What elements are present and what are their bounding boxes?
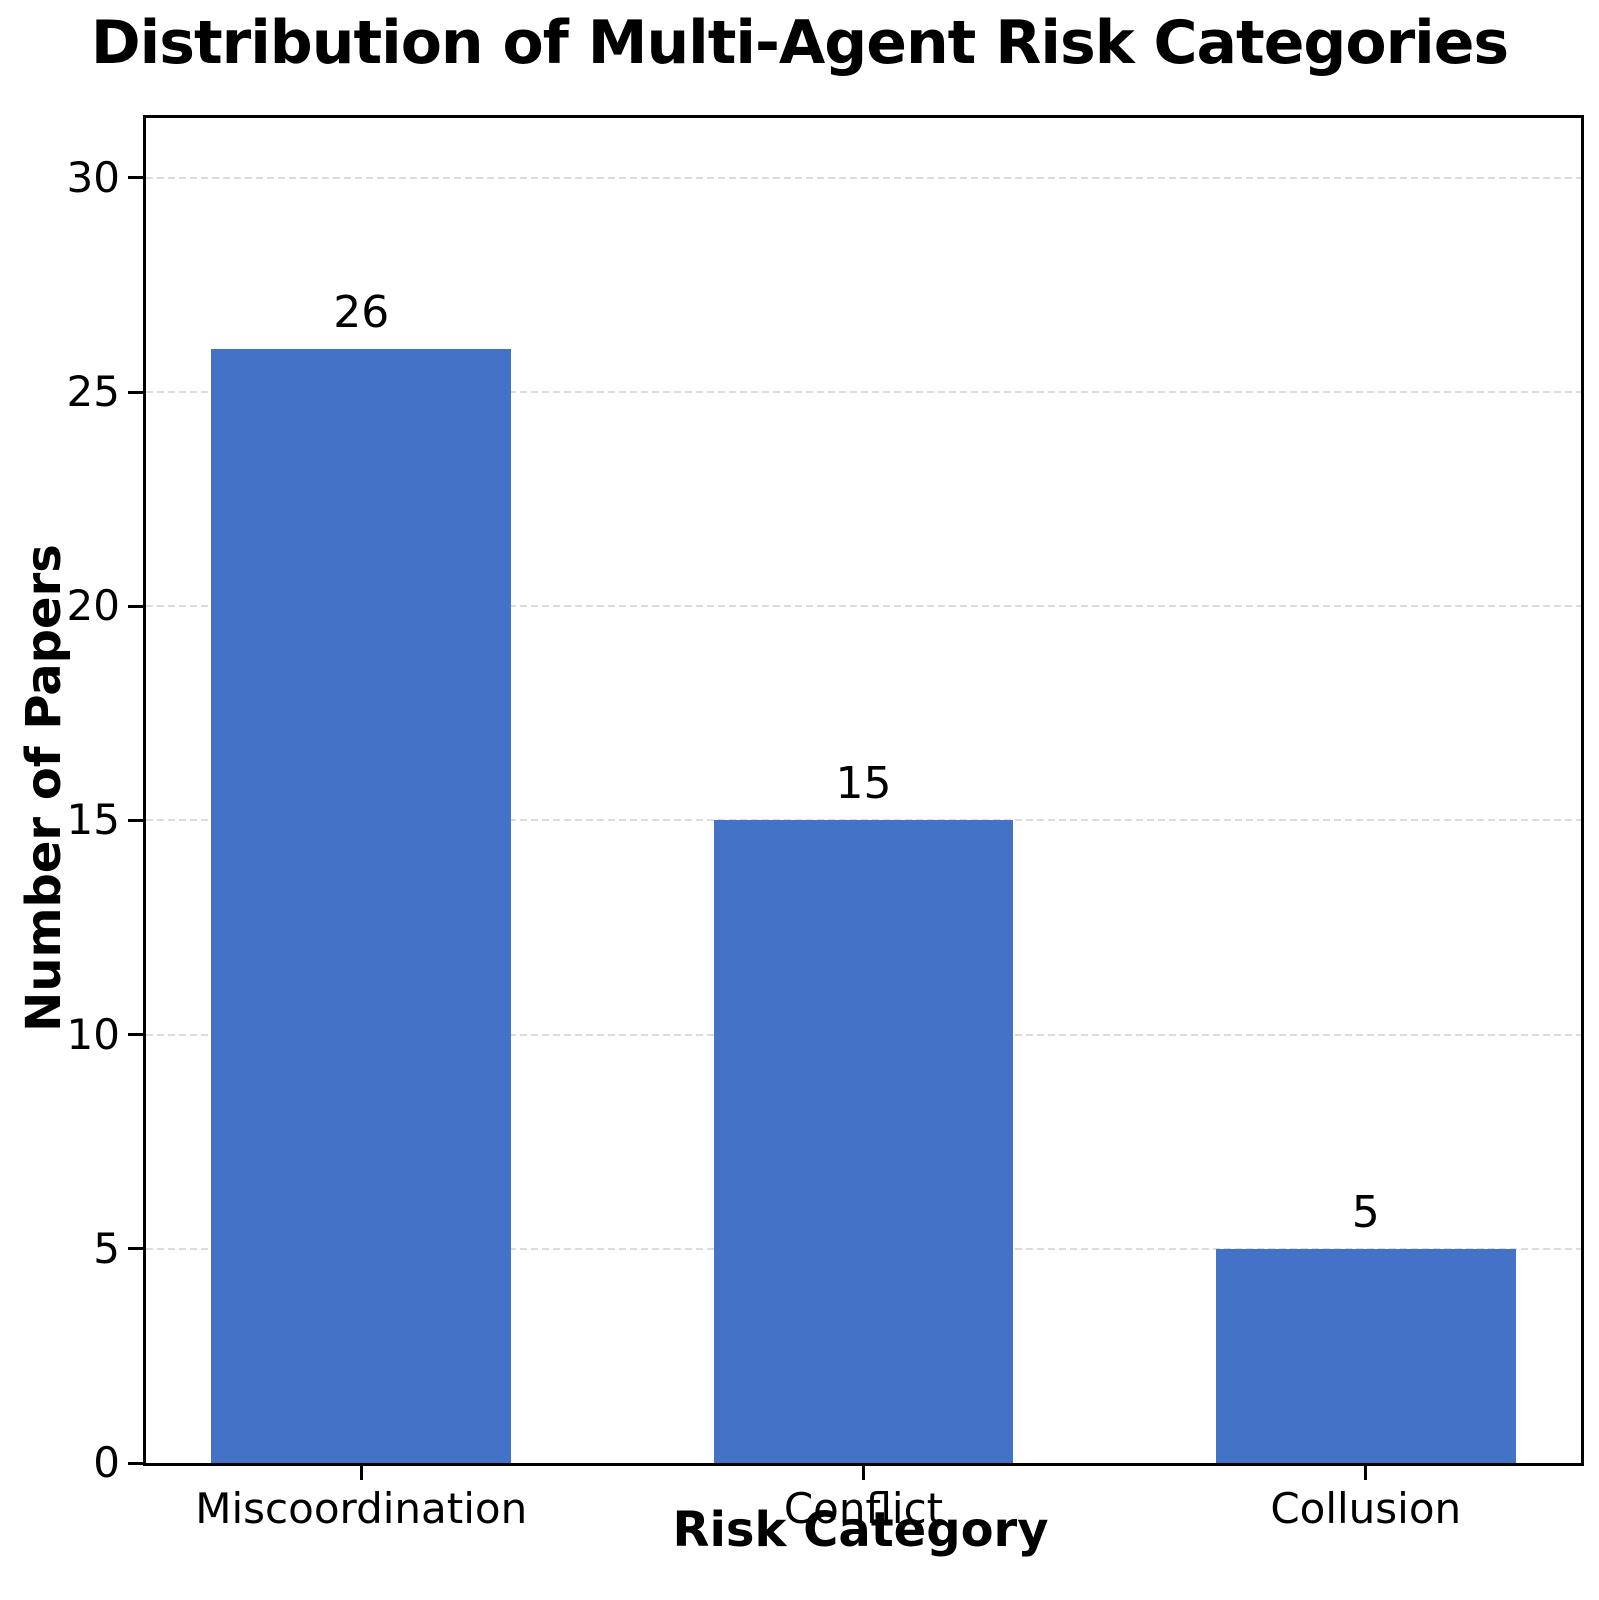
y-tick-label: 30 [66,152,120,202]
y-tick-label: 25 [66,367,120,417]
bar-value-label: 5 [1351,1186,1380,1238]
y-tick-label: 15 [66,795,120,845]
x-axis-label: Risk Category [672,1502,1049,1558]
y-tick-label: 0 [93,1438,120,1487]
y-tick-mark [128,1247,143,1251]
y-tick-mark [128,818,143,822]
y-tick-label: 5 [93,1223,120,1273]
gridline [146,176,1581,179]
y-tick-mark [128,1033,143,1037]
x-tick-mark [359,1466,363,1480]
chart-title: Distribution of Multi-Agent Risk Categor… [90,8,1509,78]
x-tick-label: Miscoordination [195,1484,528,1533]
bar [713,820,1014,1463]
bar [211,349,512,1463]
x-tick-label: Collusion [1270,1484,1462,1533]
bar [1215,1248,1516,1463]
x-tick-mark [862,1466,865,1480]
y-tick-label: 10 [66,1009,120,1059]
bar-value-label: 15 [835,758,892,810]
plot-area [143,115,1584,1466]
y-tick-mark [128,1461,143,1465]
y-tick-label: 20 [66,581,120,631]
y-tick-mark [128,390,143,394]
y-tick-mark [128,176,143,180]
x-tick-label: Conflict [783,1484,944,1533]
y-tick-mark [128,604,143,608]
bar-value-label: 26 [333,287,390,339]
x-tick-mark [1364,1466,1368,1480]
